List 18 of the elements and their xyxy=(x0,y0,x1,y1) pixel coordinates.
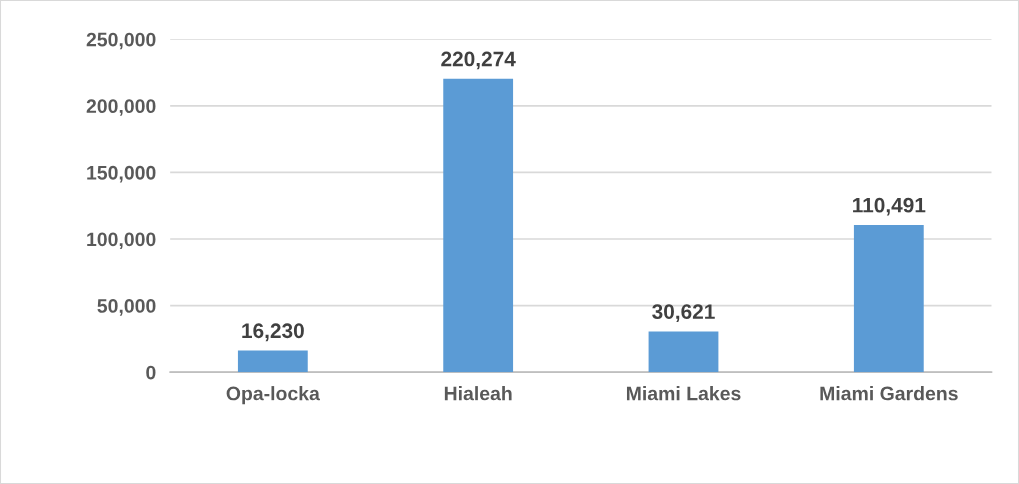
data-label: 110,491 xyxy=(853,197,926,216)
data-label: 16,230 xyxy=(242,323,304,342)
x-tick-label: Miami Gardens xyxy=(820,386,958,401)
bar xyxy=(237,350,308,373)
y-tick-label: 50,000 xyxy=(97,299,156,316)
data-label: 220,274 xyxy=(441,51,516,70)
data-label: 30,621 xyxy=(652,304,715,322)
bar xyxy=(648,331,719,373)
y-tick-label: 200,000 xyxy=(86,99,156,116)
x-tick-label: Miami Lakes xyxy=(626,386,741,401)
y-tick-label: 0 xyxy=(146,365,156,380)
bar xyxy=(443,78,514,373)
bar xyxy=(853,225,924,373)
y-tick-label: 150,000 xyxy=(87,165,156,183)
x-tick-label: Opa-locka xyxy=(226,386,320,405)
x-tick-label: Hialeah xyxy=(444,386,512,401)
y-tick-label: 250,000 xyxy=(86,32,156,50)
y-tick-label: 100,000 xyxy=(87,232,156,250)
